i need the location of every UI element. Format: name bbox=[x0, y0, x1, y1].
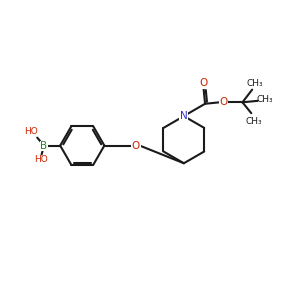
Text: CH₃: CH₃ bbox=[257, 95, 273, 104]
Text: O: O bbox=[219, 97, 227, 107]
Text: CH₃: CH₃ bbox=[246, 117, 262, 126]
Text: HO: HO bbox=[34, 155, 48, 164]
Text: CH₃: CH₃ bbox=[247, 79, 263, 88]
Text: B: B bbox=[40, 141, 48, 151]
Text: HO: HO bbox=[25, 127, 38, 136]
Text: N: N bbox=[180, 111, 188, 121]
Text: O: O bbox=[200, 79, 208, 88]
Text: O: O bbox=[132, 141, 140, 151]
